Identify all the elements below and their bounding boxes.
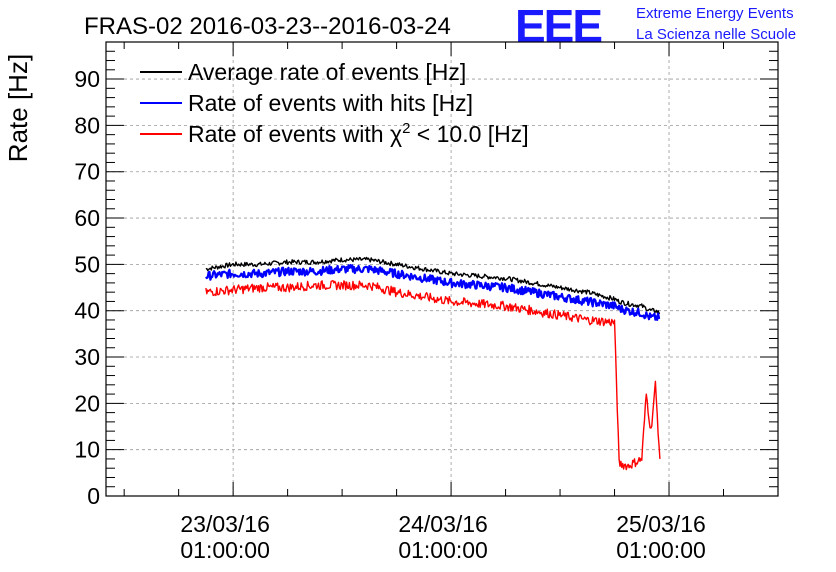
legend-label-chi2: Rate of events with χ2 < 10.0 [Hz] <box>188 120 529 147</box>
series-layer <box>205 256 661 471</box>
x-tick-time: 01:00:00 <box>180 537 270 563</box>
y-tick-label: 80 <box>74 112 100 138</box>
legend-label-average: Average rate of events [Hz] <box>188 59 466 85</box>
legend-chi2-sup: 2 <box>402 120 410 137</box>
eee-logo-line1: Extreme Energy Events <box>636 5 794 22</box>
y-tick-label: 60 <box>74 205 100 231</box>
y-tick-label: 10 <box>74 437 100 463</box>
plot-frame <box>105 41 779 497</box>
y-tick-label: 90 <box>74 66 100 92</box>
y-tick-label: 30 <box>74 344 100 370</box>
y-axis-title: Rate [Hz] <box>3 54 33 162</box>
eee-logo-line2: La Scienza nelle Scuole <box>636 26 796 43</box>
series-line-hits <box>205 264 661 321</box>
series-line-average <box>205 256 661 314</box>
y-tick-label: 40 <box>74 298 100 324</box>
eee-logo: EEE Extreme Energy Events La Scienza nel… <box>515 0 796 52</box>
legend-chi2-suffix: < 10.0 [Hz] <box>410 121 528 147</box>
x-tick-time: 01:00:00 <box>616 537 706 563</box>
y-tick-label: 50 <box>74 251 100 277</box>
y-tick-label: 0 <box>87 483 100 509</box>
x-tick-date: 25/03/16 <box>616 511 706 537</box>
x-tick-date: 23/03/16 <box>180 511 270 537</box>
legend-label-hits: Rate of events with hits [Hz] <box>188 90 473 116</box>
x-tick-date: 24/03/16 <box>398 511 488 537</box>
chart-title: FRAS-02 2016-03-23--2016-03-24 <box>84 13 451 40</box>
legend-chi2-prefix: Rate of events with χ <box>188 121 402 147</box>
y-tick-label: 20 <box>74 390 100 416</box>
x-tick-time: 01:00:00 <box>398 537 488 563</box>
y-tick-label: 70 <box>74 159 100 185</box>
grid-lines <box>106 42 778 496</box>
axes: 010203040506070809023/03/1601:00:0024/03… <box>74 41 779 563</box>
legend: Average rate of events [Hz] Rate of even… <box>140 59 529 147</box>
series-line-chi2 <box>205 280 661 471</box>
